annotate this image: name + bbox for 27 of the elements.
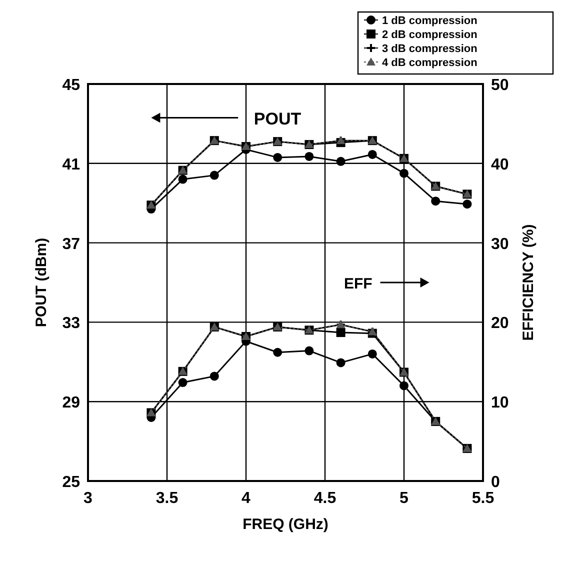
y2-tick-label: 0 [491, 474, 500, 491]
y2-tick-label: 30 [491, 236, 509, 253]
y-tick-label: 41 [62, 156, 80, 174]
y-tick-label: 25 [62, 474, 80, 491]
y2-tick-label: 40 [491, 156, 509, 174]
y2-tick-label: 10 [491, 394, 509, 412]
x-tick-label: 3 [84, 490, 93, 507]
legend-label: 1 dB compression [382, 15, 478, 27]
x-tick-label: 4 [242, 490, 251, 507]
y2-axis-title: EFFICIENCY (%) [520, 224, 537, 341]
y2-tick-label: 50 [491, 77, 509, 94]
x-tick-label: 4.5 [314, 490, 336, 507]
legend-label: 4 dB compression [382, 57, 478, 69]
y-axis-title: POUT (dBm) [33, 238, 50, 328]
x-tick-label: 3.5 [156, 490, 178, 507]
y2-tick-label: 20 [491, 315, 509, 332]
x-tick-label: 5 [400, 490, 409, 507]
x-axis-title: FREQ (GHz) [242, 516, 328, 533]
x-tick-label: 5.5 [472, 490, 494, 507]
y-tick-label: 45 [62, 77, 80, 94]
legend-label: 2 dB compression [382, 29, 478, 41]
annotation: EFF [344, 276, 372, 292]
y-tick-label: 29 [62, 394, 80, 412]
annotation: POUT [254, 110, 302, 129]
legend-label: 3 dB compression [382, 43, 478, 55]
y-tick-label: 33 [62, 315, 80, 332]
y-tick-label: 37 [62, 236, 80, 253]
